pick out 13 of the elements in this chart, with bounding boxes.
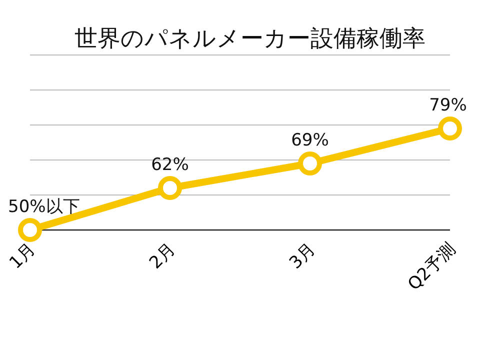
- data-label: 69%: [291, 130, 329, 150]
- chart-title: 世界のパネルメーカー設備稼働率: [74, 26, 426, 52]
- data-label: 62%: [151, 155, 189, 175]
- x-tick-label: 3月: [286, 239, 320, 274]
- point: [298, 152, 322, 176]
- x-tick-label: 2月: [146, 239, 180, 274]
- point: [18, 218, 42, 242]
- point: [158, 176, 182, 200]
- data-label: 50%以下: [8, 197, 80, 217]
- x-tick-label: Q2予測: [404, 239, 460, 295]
- point: [438, 116, 462, 140]
- data-label: 79%: [429, 96, 467, 116]
- x-tick-label: 1月: [6, 239, 40, 274]
